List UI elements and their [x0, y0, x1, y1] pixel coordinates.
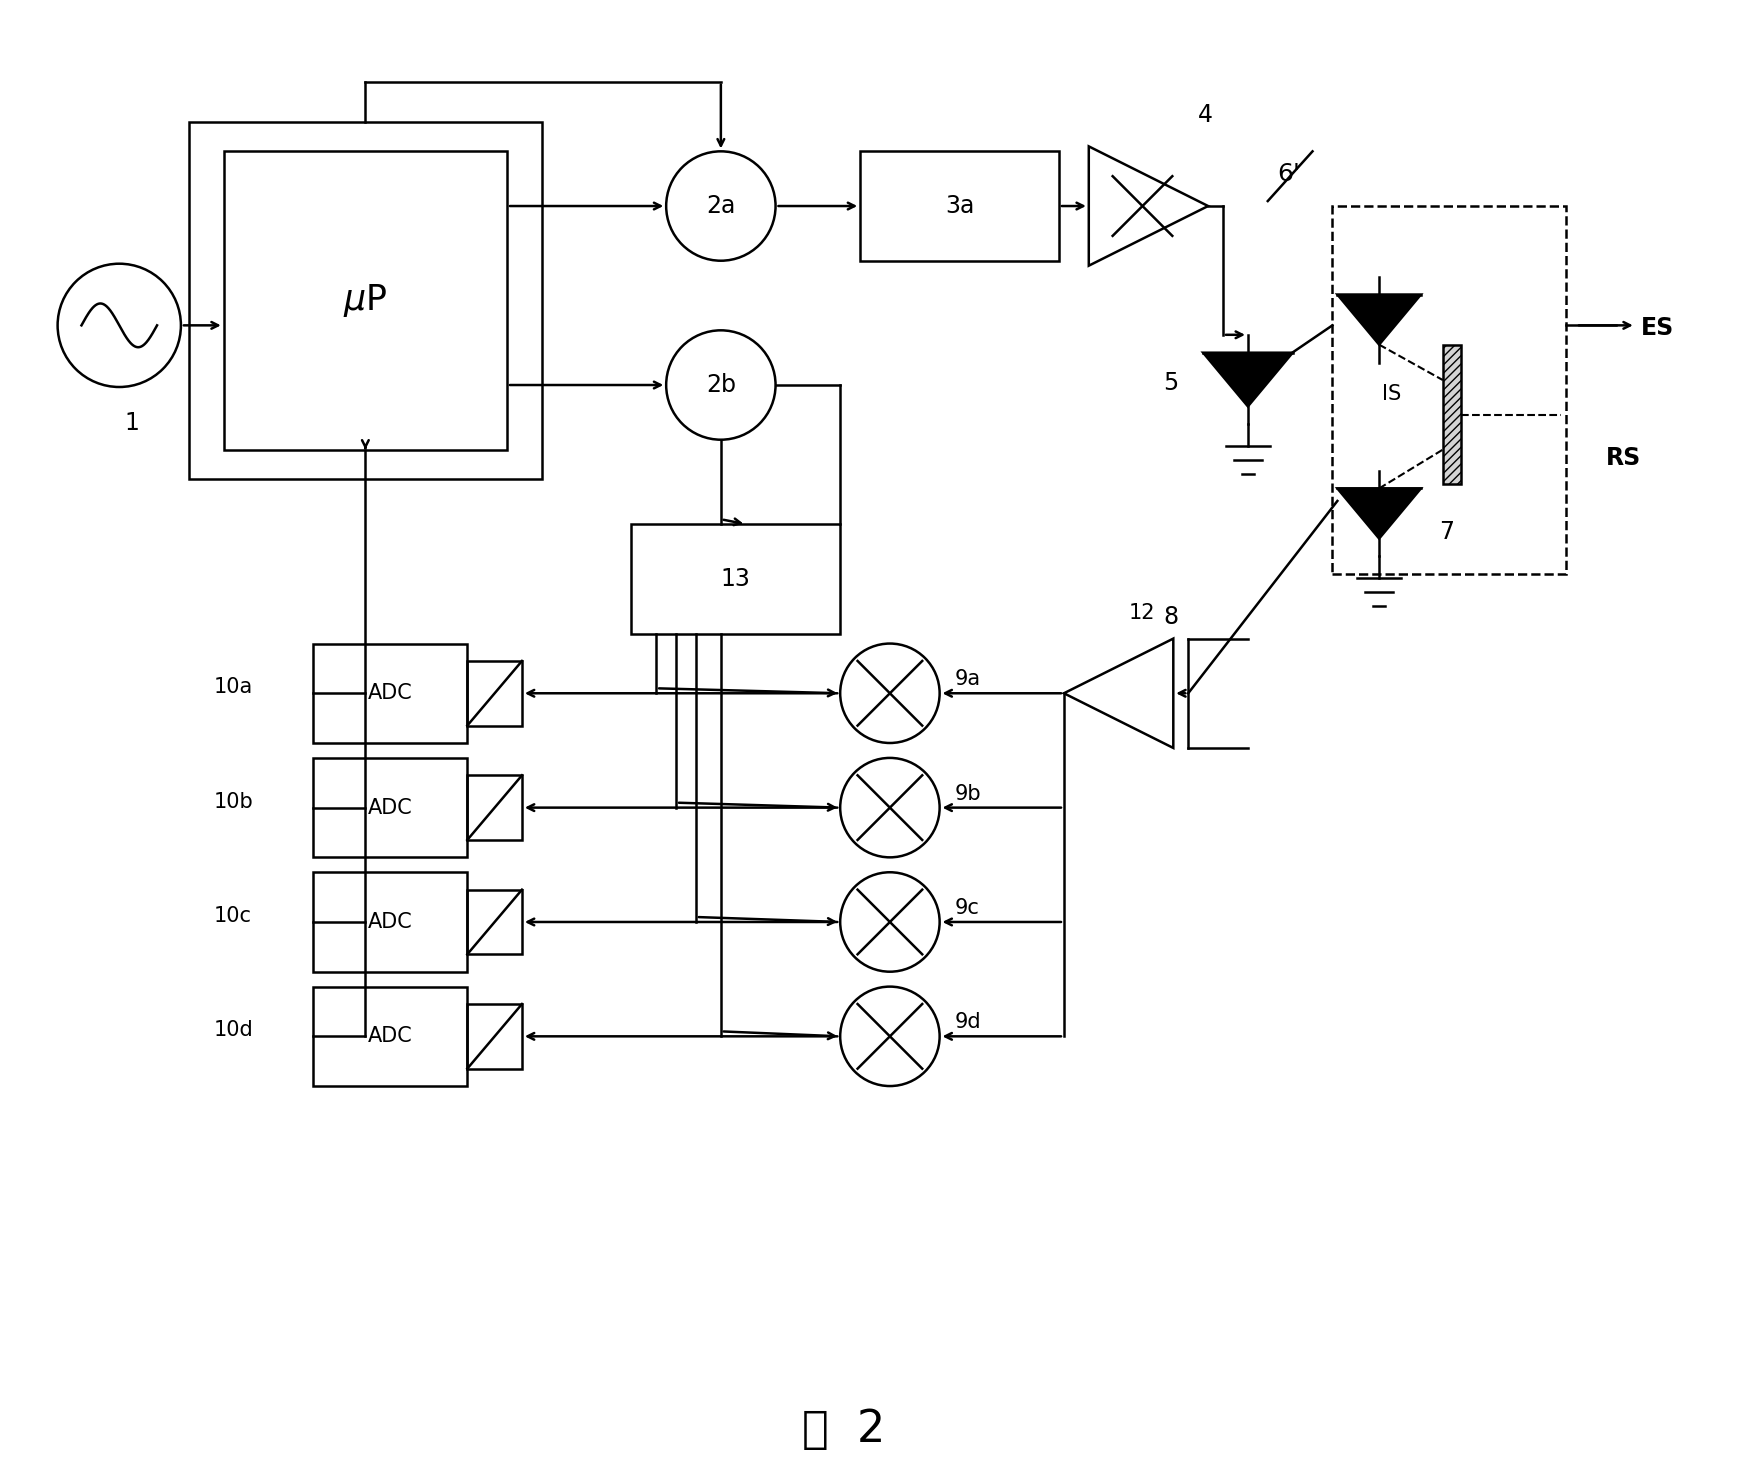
- Polygon shape: [1204, 353, 1293, 406]
- Bar: [860, 151, 1059, 261]
- Polygon shape: [1338, 488, 1420, 538]
- Text: 5: 5: [1164, 371, 1179, 394]
- Text: ADC: ADC: [369, 1026, 412, 1047]
- Text: 3a: 3a: [945, 194, 975, 218]
- Bar: [313, 758, 466, 857]
- Text: 13: 13: [722, 567, 751, 590]
- Text: 10c: 10c: [213, 906, 252, 925]
- Bar: [313, 986, 466, 1086]
- Polygon shape: [1338, 295, 1420, 344]
- Text: 图  2: 图 2: [802, 1407, 886, 1450]
- Text: 12: 12: [1129, 602, 1155, 623]
- Bar: [631, 523, 840, 633]
- Bar: [1333, 206, 1565, 574]
- Text: 10a: 10a: [213, 678, 253, 697]
- Text: $\mu$P: $\mu$P: [342, 282, 388, 319]
- Text: ES: ES: [1640, 316, 1674, 340]
- Text: ADC: ADC: [369, 798, 412, 817]
- Text: 9c: 9c: [954, 899, 980, 918]
- Text: 4: 4: [1198, 102, 1212, 126]
- Text: 2b: 2b: [706, 374, 735, 397]
- Text: 1: 1: [124, 411, 140, 435]
- Text: 10b: 10b: [213, 792, 253, 811]
- Text: RS: RS: [1605, 445, 1640, 470]
- Bar: [313, 872, 466, 971]
- Text: 6': 6': [1277, 162, 1300, 187]
- Text: ADC: ADC: [369, 684, 412, 703]
- Bar: [466, 661, 522, 725]
- Bar: [189, 122, 542, 479]
- Bar: [466, 1004, 522, 1069]
- Text: 8: 8: [1164, 605, 1179, 629]
- Text: 2a: 2a: [706, 194, 735, 218]
- Text: 9b: 9b: [954, 783, 982, 804]
- Text: 9a: 9a: [954, 669, 980, 690]
- Text: 10d: 10d: [213, 1020, 253, 1041]
- Text: 9d: 9d: [954, 1013, 982, 1032]
- Text: 7: 7: [1440, 521, 1454, 544]
- Text: IS: IS: [1382, 384, 1401, 403]
- Text: ADC: ADC: [369, 912, 412, 931]
- Bar: [224, 151, 507, 449]
- Bar: [313, 644, 466, 743]
- Bar: [466, 776, 522, 839]
- Bar: [466, 890, 522, 954]
- Bar: [1443, 346, 1460, 485]
